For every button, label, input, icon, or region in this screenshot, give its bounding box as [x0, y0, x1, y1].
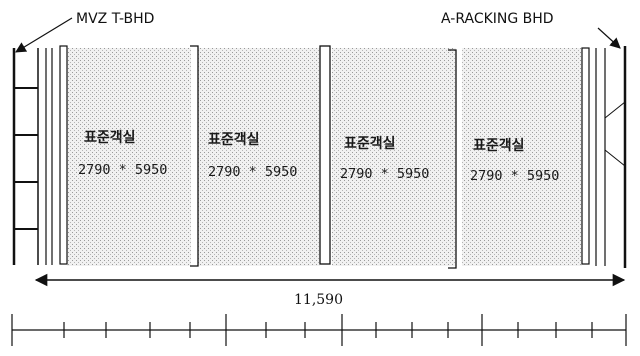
room-4-dims: 2790 * 5950	[470, 168, 559, 184]
right-bulkhead	[581, 46, 627, 268]
room-1-dims: 2790 * 5950	[78, 162, 167, 178]
cabin-floor-2	[198, 48, 320, 266]
overall-dimension: 11,590	[34, 273, 626, 308]
scale-ruler	[11, 314, 627, 346]
room-1-name: 표준객실	[84, 129, 136, 146]
partition-1	[190, 45, 199, 267]
room-2-dims: 2790 * 5950	[208, 164, 297, 180]
overall-dimension-value: 11,590	[294, 292, 343, 308]
cabin-floor-3	[332, 48, 456, 266]
cabin-floor-1	[67, 48, 191, 266]
partitions	[190, 45, 457, 269]
cabin-floor-areas	[67, 48, 582, 266]
partition-2	[319, 45, 331, 265]
cabin-floor-4	[462, 48, 582, 266]
right-bulkhead-callout: A-RACKING BHD	[441, 11, 621, 49]
room-3-dims: 2790 * 5950	[340, 166, 429, 182]
partition-3	[448, 49, 457, 269]
left-bulkhead	[12, 45, 68, 265]
ruler-ticks-minor	[63, 322, 593, 338]
room-3-name: 표준객실	[344, 135, 396, 152]
left-bulkhead-label: MVZ T-BHD	[76, 11, 154, 27]
room-labels: 표준객실 2790 * 5950 표준객실 2790 * 5950 표준객실 2…	[78, 129, 559, 184]
room-4-name: 표준객실	[473, 137, 525, 154]
room-2-name: 표준객실	[208, 131, 260, 148]
ruler-ticks-major	[11, 314, 627, 346]
left-bulkhead-callout: MVZ T-BHD	[15, 11, 154, 53]
right-bulkhead-label: A-RACKING BHD	[441, 11, 554, 27]
